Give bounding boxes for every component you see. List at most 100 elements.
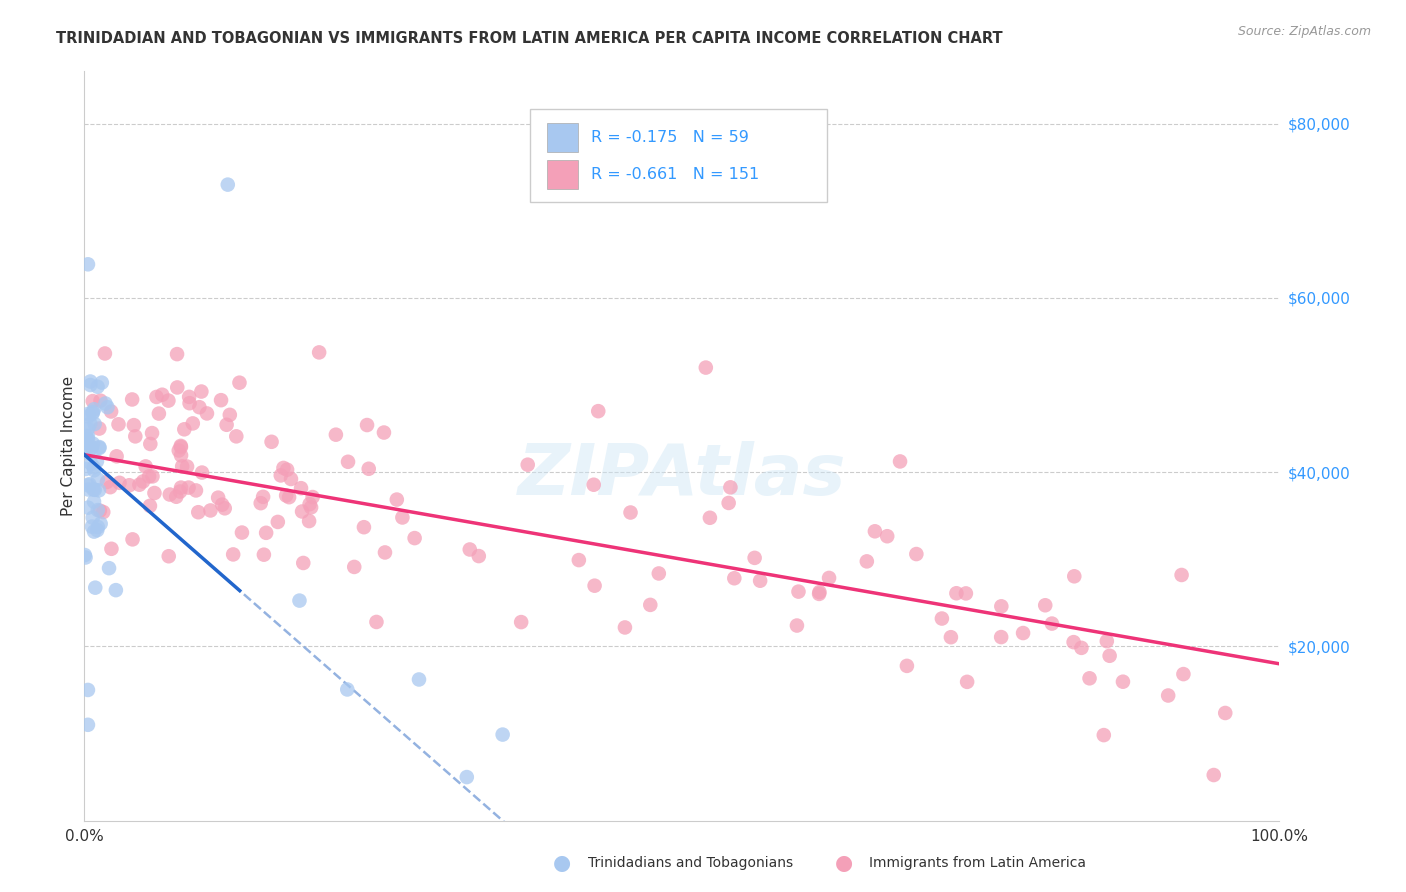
Point: [613, 620, 636, 634]
Point: [325, 427, 347, 442]
Point: [931, 611, 953, 625]
Point: [77, 257, 100, 271]
Point: [77, 440, 100, 454]
Point: [165, 490, 187, 504]
Point: [107, 417, 129, 432]
Point: [583, 579, 606, 593]
Point: [138, 469, 160, 483]
Text: TRINIDADIAN AND TOBAGONIAN VS IMMIGRANTS FROM LATIN AMERICA PER CAPITA INCOME CO: TRINIDADIAN AND TOBAGONIAN VS IMMIGRANTS…: [56, 31, 1002, 46]
Point: [91, 505, 114, 519]
Point: [1033, 599, 1056, 613]
Point: [96, 401, 118, 415]
Point: [373, 425, 395, 440]
Point: [648, 566, 671, 581]
Point: [298, 497, 321, 511]
Point: [82, 510, 104, 524]
Point: [468, 549, 491, 563]
Point: [94, 346, 117, 360]
Point: [640, 598, 662, 612]
Point: [124, 429, 146, 443]
Point: [278, 490, 301, 504]
Point: [273, 461, 295, 475]
Point: [75, 550, 97, 565]
Point: [90, 376, 112, 390]
Point: [404, 531, 426, 545]
Point: [225, 429, 247, 443]
Text: ●: ●: [835, 854, 852, 873]
Point: [77, 478, 100, 492]
Point: [195, 406, 218, 420]
Point: [1063, 635, 1085, 649]
Text: Source: ZipAtlas.com: Source: ZipAtlas.com: [1237, 25, 1371, 38]
Point: [90, 516, 112, 531]
Point: [619, 506, 641, 520]
Point: [215, 417, 238, 432]
Point: [75, 429, 97, 443]
Point: [1040, 616, 1063, 631]
Point: [209, 393, 232, 408]
Point: [77, 429, 100, 443]
Point: [184, 483, 207, 498]
Point: [299, 500, 322, 515]
Point: [808, 585, 831, 599]
Point: [187, 505, 209, 519]
Point: [1202, 768, 1225, 782]
Point: [292, 556, 315, 570]
Point: [83, 494, 105, 508]
Point: [1213, 706, 1236, 720]
Point: [118, 478, 141, 492]
Point: [1095, 634, 1118, 648]
Point: [231, 525, 253, 540]
Point: [374, 545, 396, 559]
Point: [82, 394, 104, 409]
Point: [139, 499, 162, 513]
Point: [290, 481, 312, 495]
Point: [80, 441, 103, 455]
Point: [157, 549, 180, 564]
Point: [82, 483, 104, 497]
Point: [173, 422, 195, 436]
Point: [86, 523, 108, 537]
Point: [308, 345, 330, 359]
Point: [786, 618, 808, 632]
Point: [82, 405, 104, 419]
Point: [100, 404, 122, 418]
Point: [87, 520, 110, 534]
Point: [159, 487, 181, 501]
Point: [170, 439, 193, 453]
Point: [744, 550, 766, 565]
Point: [945, 586, 967, 600]
Text: R = -0.175   N = 59: R = -0.175 N = 59: [591, 130, 748, 145]
Point: [695, 360, 717, 375]
Point: [83, 483, 105, 497]
Point: [86, 380, 108, 394]
Point: [1112, 674, 1135, 689]
Point: [166, 347, 188, 361]
Point: [87, 472, 110, 486]
Point: [79, 477, 101, 491]
Point: [456, 770, 478, 784]
Point: [856, 554, 879, 568]
Point: [337, 455, 360, 469]
Point: [77, 500, 100, 515]
Point: [217, 178, 239, 192]
Point: [148, 407, 170, 421]
Point: [188, 400, 211, 414]
Point: [207, 491, 229, 505]
Text: ZIPAtlas: ZIPAtlas: [517, 442, 846, 510]
Point: [1092, 728, 1115, 742]
Point: [353, 520, 375, 534]
Point: [301, 490, 323, 504]
Point: [1157, 689, 1180, 703]
Point: [73, 548, 96, 562]
Point: [83, 402, 105, 417]
Point: [808, 587, 831, 601]
Point: [122, 418, 145, 433]
Point: [79, 378, 101, 392]
Point: [108, 475, 131, 490]
Point: [717, 496, 740, 510]
Point: [82, 406, 104, 420]
Point: [818, 571, 841, 585]
Point: [749, 574, 772, 588]
Point: [458, 542, 481, 557]
